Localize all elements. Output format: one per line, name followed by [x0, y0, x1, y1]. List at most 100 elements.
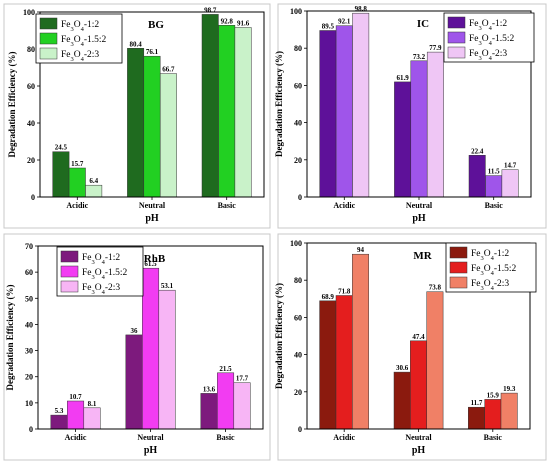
x-tick-label: Neutral	[405, 433, 432, 442]
data-label: 92.1	[338, 18, 351, 26]
data-label: 19.3	[503, 385, 516, 393]
bar	[426, 51, 444, 198]
y-tick-label: 80	[294, 276, 302, 285]
plot-border	[306, 10, 532, 198]
data-label: 36	[131, 327, 139, 335]
data-label: 66.7	[162, 66, 175, 74]
data-label: 94	[357, 246, 365, 254]
y-tick-label: 40	[27, 119, 35, 128]
bar	[485, 175, 503, 198]
data-label: 53.1	[161, 282, 174, 290]
data-label: 47.4	[412, 333, 425, 341]
legend-swatch	[449, 246, 468, 259]
bar	[484, 399, 502, 430]
x-axis-label: pH	[412, 445, 426, 456]
y-tick-label: 60	[294, 313, 302, 322]
legend-label: Fe3O4-1:2	[469, 19, 507, 32]
data-label: 6.4	[89, 177, 98, 185]
y-tick-label: 40	[25, 320, 33, 329]
data-label: 15.7	[71, 160, 84, 168]
legend-swatch	[60, 280, 79, 293]
bar	[158, 289, 176, 430]
data-label: 98.8	[355, 5, 368, 13]
data-label: 21.5	[219, 365, 232, 373]
chart-title: RhB	[144, 253, 166, 265]
y-tick-label: 100	[290, 239, 302, 248]
bar	[143, 55, 161, 198]
y-tick-label: 40	[294, 119, 302, 128]
y-tick-label: 60	[294, 81, 302, 90]
bar	[85, 184, 103, 198]
y-tick-label: 60	[25, 268, 33, 277]
data-label: 98.7	[204, 6, 217, 14]
data-label: 92.8	[221, 17, 234, 25]
bar	[352, 253, 369, 430]
x-tick-label: Acidic	[333, 433, 355, 442]
bar	[234, 27, 252, 198]
bar	[410, 340, 427, 430]
legend-label: Fe3O4-1:2	[471, 249, 509, 262]
bar	[201, 14, 219, 198]
legend-label: Fe3O4-1:2	[61, 20, 99, 33]
y-axis-label: Degradation Efficiency (%)	[274, 51, 284, 157]
bar	[468, 406, 485, 430]
data-label: 17.7	[236, 375, 249, 383]
data-label: 11.5	[488, 168, 500, 176]
legend-label: Fe3O4-1.5:2	[471, 264, 517, 277]
bar	[68, 167, 86, 198]
bar	[394, 81, 412, 198]
data-label: 73.2	[413, 53, 426, 61]
y-tick-label: 100	[23, 8, 35, 17]
bar	[142, 267, 160, 430]
plot-border	[39, 11, 265, 198]
x-tick-label: Basic	[485, 201, 504, 210]
x-tick-label: Acidic	[333, 201, 355, 210]
data-label: 77.9	[429, 44, 442, 52]
x-tick-label: Basic	[484, 433, 503, 442]
legend-swatch	[39, 32, 58, 45]
y-tick-label: 60	[27, 82, 35, 91]
bar	[319, 30, 337, 198]
x-tick-label: Basic	[218, 201, 237, 210]
y-tick-label: 0	[29, 425, 33, 434]
bar	[233, 382, 251, 430]
y-tick-label: 10	[25, 399, 33, 408]
data-label: 22.4	[471, 147, 484, 155]
data-label: 13.6	[203, 385, 216, 393]
bar	[218, 25, 236, 198]
y-tick-label: 20	[294, 388, 302, 397]
y-axis-label: Degradation Efficiency (%)	[274, 283, 284, 389]
legend-swatch	[60, 250, 79, 263]
legend-swatch	[449, 261, 468, 274]
bar	[501, 169, 519, 198]
data-label: 30.6	[396, 364, 409, 372]
chart-panel-rhb: 5.3 10.7 8.1 Acidic 36 61.5 53.1 Neutral 13.6 21.…	[3, 233, 271, 461]
chart-panel-ic: 89.592.1 98.8 Acidic 61.9 73.277.9 Neutral 22.…	[274, 3, 547, 229]
legend-label: Fe3O4-1:2	[82, 253, 120, 266]
bar	[67, 400, 85, 430]
y-tick-label: 0	[298, 425, 302, 434]
data-label: 14.7	[504, 162, 517, 170]
x-axis-label: pH	[144, 445, 158, 456]
bar	[127, 48, 145, 198]
bar	[352, 12, 370, 198]
y-tick-label: 0	[298, 193, 302, 202]
bar	[159, 73, 177, 198]
bar	[335, 295, 353, 430]
data-label: 89.5	[322, 23, 335, 31]
data-label: 91.6	[237, 20, 250, 28]
x-axis-label: pH	[412, 213, 426, 224]
data-label: 76.1	[146, 48, 159, 56]
y-tick-label: 80	[27, 45, 35, 54]
data-label: 71.8	[338, 288, 351, 296]
y-tick-label: 80	[294, 44, 302, 53]
data-label: 80.4	[129, 40, 142, 48]
y-tick-label: 20	[27, 156, 35, 165]
legend-swatch	[447, 31, 466, 44]
data-label: 61.9	[396, 74, 409, 82]
y-tick-label: 70	[25, 242, 33, 251]
legend-swatch	[39, 47, 58, 60]
data-label: 15.9	[487, 391, 500, 399]
